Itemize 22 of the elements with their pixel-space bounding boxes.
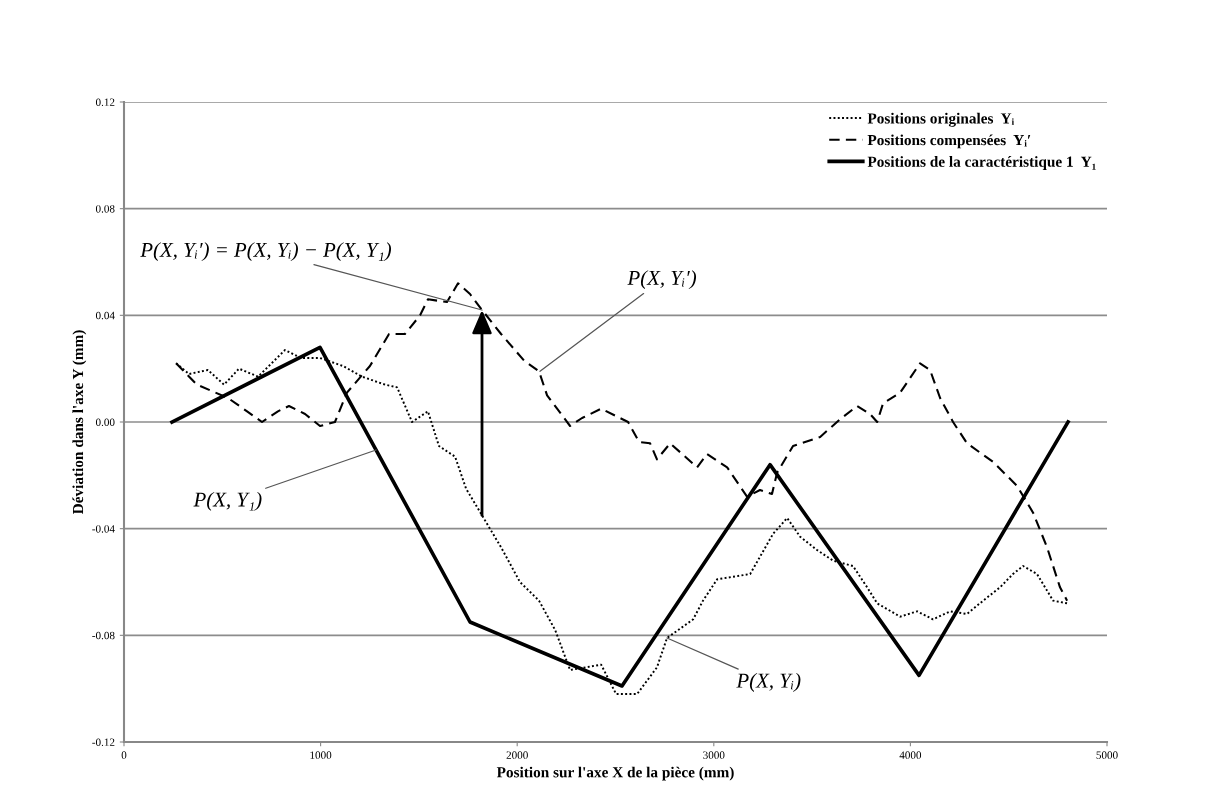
y-tick-label: 0.00 xyxy=(95,418,115,427)
x-tick-label: 1000 xyxy=(310,751,332,759)
annotation: P(X, Y₁) xyxy=(193,491,262,511)
annotation: P(X, Yᵢ′) = P(X, Yᵢ) − P(X, Y₁) xyxy=(140,242,392,262)
legend-label: Positions originales Yᵢ xyxy=(867,112,1015,127)
y-tick-label: 0.04 xyxy=(95,311,115,320)
y-tick-label: 0.08 xyxy=(95,205,115,213)
annotation: P(X, Yᵢ) xyxy=(736,673,801,692)
y-tick-label: -0.12 xyxy=(92,738,115,747)
x-axis-title: Position sur l'axe X de la pièce (mm) xyxy=(496,766,734,781)
legend-label: Positions de la caractéristique 1 Y₁ xyxy=(867,156,1096,170)
y-tick-label: -0.08 xyxy=(92,631,115,640)
y-tick-label: -0.04 xyxy=(92,525,115,533)
x-tick-label: 4000 xyxy=(899,751,922,759)
x-tick-label: 0 xyxy=(121,751,127,759)
x-tick-label: 3000 xyxy=(703,751,725,759)
legend-label: Positions compensées Yᵢ′ xyxy=(867,134,1031,149)
y-tick-label: 0.12 xyxy=(95,98,115,107)
annotation: P(X, Yᵢ′) xyxy=(627,270,697,290)
y-axis-title: Déviation dans l'axe Y (mm) xyxy=(72,330,87,515)
x-tick-label: 2000 xyxy=(506,751,528,759)
x-tick-label: 5000 xyxy=(1096,751,1118,759)
